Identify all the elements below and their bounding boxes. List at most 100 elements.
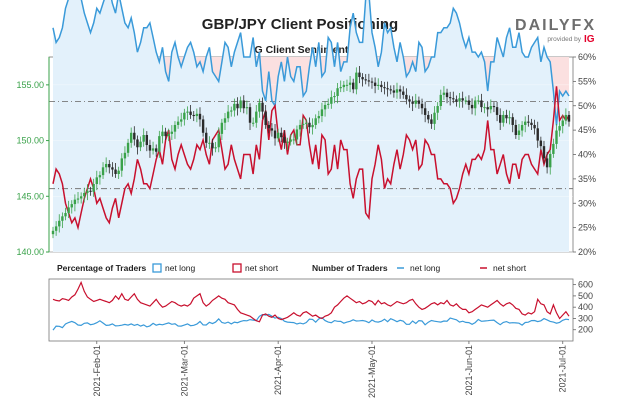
- candle-body: [148, 145, 152, 151]
- sentiment-tick-label: 60%: [578, 52, 596, 62]
- candle-body: [411, 101, 414, 104]
- candle-body: [117, 170, 120, 174]
- candle-body: [392, 90, 396, 93]
- price-candles: [51, 66, 571, 239]
- candle-body: [286, 141, 289, 143]
- candle-body: [70, 204, 73, 208]
- candle-body: [54, 226, 58, 231]
- legend: Percentage of Traders net long net short…: [57, 263, 527, 273]
- candle-body: [261, 102, 264, 112]
- candle-body: [133, 132, 136, 140]
- count-net-long-line: [52, 313, 570, 331]
- candle-body: [251, 122, 255, 124]
- candle-body: [427, 114, 430, 120]
- candle-body: [458, 98, 461, 102]
- candle-body: [386, 88, 389, 90]
- candle-body: [58, 220, 61, 227]
- candle-body: [126, 142, 130, 153]
- sentiment-tick-label: 20%: [578, 247, 596, 257]
- candle-body: [539, 140, 543, 147]
- candle-body: [158, 136, 161, 152]
- chart-title: GBP/JPY Client Positioning: [202, 16, 398, 33]
- candle-body: [408, 99, 411, 102]
- candle-body: [483, 107, 486, 109]
- candle-body: [139, 141, 142, 148]
- candle-body: [270, 128, 274, 131]
- candle-body: [336, 88, 339, 96]
- legend-number-title: Number of Traders: [312, 263, 388, 273]
- candle-body: [320, 109, 324, 117]
- candle-body: [445, 92, 449, 98]
- candle-body: [83, 192, 86, 197]
- candle-body: [161, 131, 164, 137]
- chart-subtitle: IG Client Sentiment: [252, 44, 349, 56]
- candle-body: [514, 124, 518, 135]
- price-axis: 140.00 145.00 150.00 155.00: [16, 57, 50, 257]
- candle-body: [67, 207, 70, 213]
- legend-net-long-label-2: net long: [410, 263, 441, 273]
- dailyfx-logo: DAILYFX provided by IG: [515, 17, 596, 45]
- candle-body: [489, 106, 493, 110]
- candle-body: [233, 103, 236, 111]
- candle-body: [76, 198, 80, 200]
- candle-body: [170, 131, 174, 134]
- candle-body: [242, 100, 245, 109]
- date-tick-label: 2021-May-01: [367, 345, 377, 398]
- candle-body: [567, 114, 571, 122]
- date-axis: 2021-Feb-01 2021-Mar-01 2021-Apr-01 2021-Ma…: [92, 341, 568, 398]
- date-tick-label: 2021-Mar-01: [179, 345, 189, 397]
- candle-body: [364, 79, 367, 81]
- sentiment-tick-label: 40%: [578, 150, 596, 160]
- candle-body: [564, 114, 568, 121]
- dailyfx-wordmark: DAILYFX: [515, 17, 596, 34]
- candle-body: [173, 124, 177, 132]
- candle-body: [164, 131, 167, 137]
- candle-body: [276, 132, 280, 139]
- candle-body: [239, 100, 242, 109]
- candle-body: [314, 118, 317, 125]
- net-long-line: [52, 0, 570, 126]
- candle-body: [333, 96, 336, 98]
- candle-body: [280, 132, 283, 138]
- candle-body: [558, 126, 561, 131]
- candle-body: [120, 158, 123, 171]
- candle-body: [533, 124, 536, 129]
- candle-body: [64, 213, 67, 217]
- candle-body: [430, 119, 433, 124]
- candle-body: [358, 72, 361, 78]
- count-tick-label: 500: [578, 291, 593, 301]
- trader-count-frame: [48, 278, 574, 342]
- candle-body: [461, 98, 464, 101]
- candle-body: [180, 119, 183, 122]
- candle-body: [473, 100, 477, 109]
- date-tick-label: 2021-Jun-01: [464, 345, 474, 396]
- candle-body: [223, 118, 227, 123]
- candle-body: [423, 108, 427, 115]
- candle-body: [292, 139, 295, 141]
- count-tick-label: 300: [578, 313, 593, 323]
- candle-body: [355, 72, 358, 90]
- candle-body: [61, 216, 64, 221]
- candle-body: [348, 82, 352, 85]
- candle-body: [208, 142, 211, 144]
- candle-body: [480, 100, 483, 108]
- candle-body: [264, 111, 267, 125]
- candle-body: [245, 107, 249, 109]
- candle-body: [464, 100, 467, 102]
- candle-body: [267, 124, 270, 129]
- candle-body: [189, 111, 192, 115]
- date-tick-label: 2021-Apr-01: [273, 345, 283, 395]
- candle-body: [517, 130, 521, 135]
- candle-body: [549, 153, 552, 168]
- candle-body: [542, 146, 546, 159]
- candle-body: [317, 116, 321, 119]
- candle-body: [114, 169, 117, 174]
- legend-net-long-label: net long: [165, 263, 196, 273]
- candle-body: [499, 114, 502, 123]
- candle-body: [345, 84, 349, 86]
- candle-body: [176, 121, 180, 125]
- candle-body: [86, 190, 89, 193]
- count-net-short-line: [52, 280, 570, 323]
